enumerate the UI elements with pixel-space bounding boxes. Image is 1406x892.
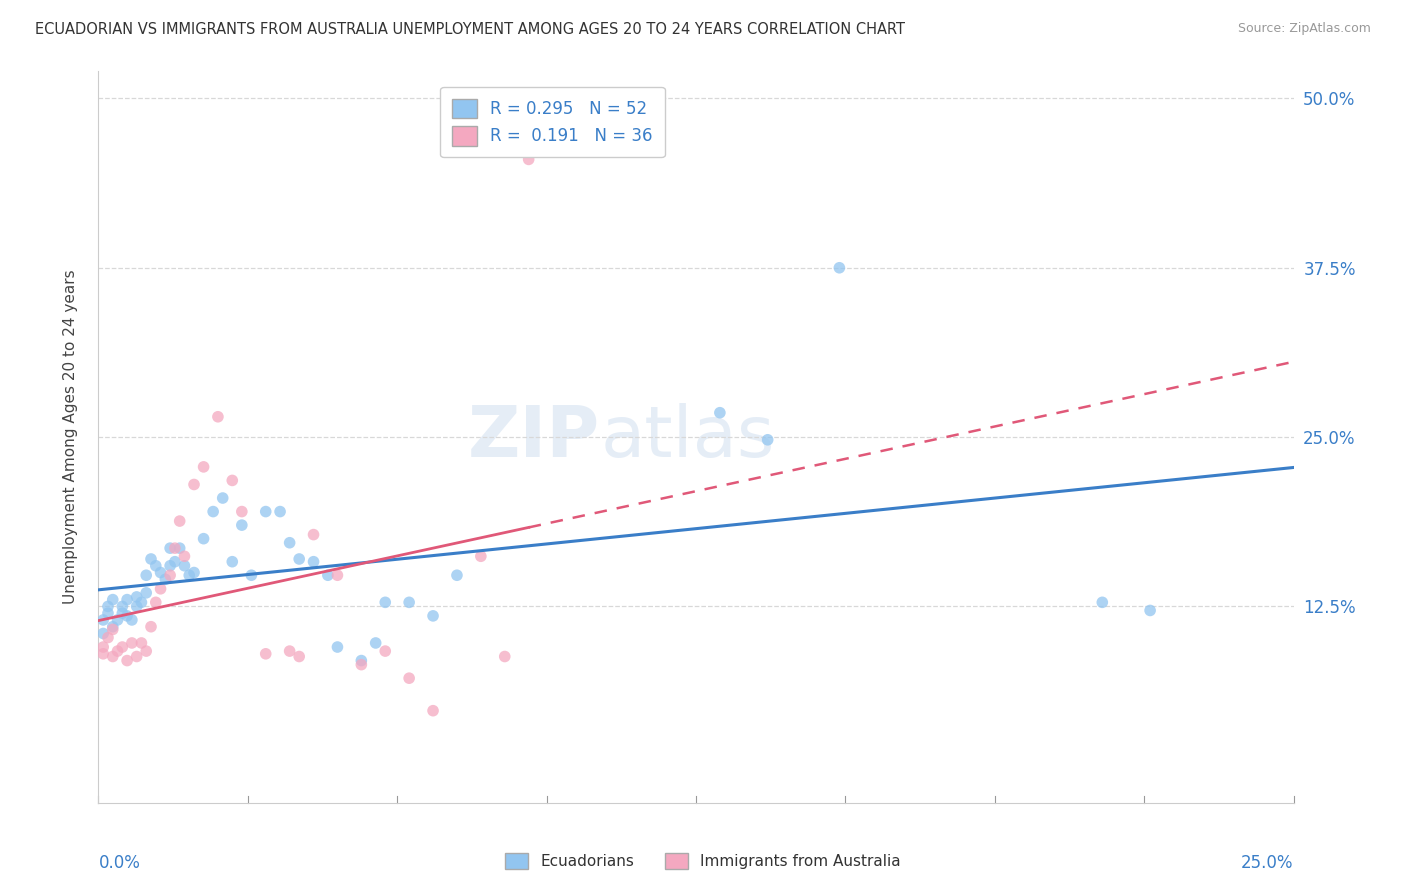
Point — [91, 647, 114, 661]
Point — [202, 505, 225, 519]
Point — [326, 568, 349, 582]
Point — [254, 647, 277, 661]
Point — [101, 620, 124, 634]
Point — [517, 153, 540, 167]
Point — [91, 626, 114, 640]
Point — [159, 568, 181, 582]
Point — [135, 568, 157, 582]
Point — [231, 518, 253, 533]
Point — [125, 599, 148, 614]
Point — [211, 491, 233, 505]
Point — [107, 613, 129, 627]
Y-axis label: Unemployment Among Ages 20 to 24 years: Unemployment Among Ages 20 to 24 years — [63, 269, 77, 605]
Point — [149, 582, 172, 596]
Point — [422, 704, 444, 718]
Point — [101, 649, 124, 664]
Point — [422, 608, 444, 623]
Text: Source: ZipAtlas.com: Source: ZipAtlas.com — [1237, 22, 1371, 36]
Point — [254, 505, 277, 519]
Point — [278, 535, 301, 549]
Point — [756, 433, 779, 447]
Point — [326, 640, 349, 654]
Point — [111, 606, 134, 620]
Point — [350, 657, 373, 672]
Point — [494, 649, 516, 664]
Point — [288, 649, 311, 664]
Point — [183, 477, 205, 491]
Point — [207, 409, 229, 424]
Point — [125, 649, 148, 664]
Text: ECUADORIAN VS IMMIGRANTS FROM AUSTRALIA UNEMPLOYMENT AMONG AGES 20 TO 24 YEARS C: ECUADORIAN VS IMMIGRANTS FROM AUSTRALIA … — [35, 22, 905, 37]
Point — [163, 555, 186, 569]
Point — [1139, 603, 1161, 617]
Point — [374, 644, 396, 658]
Point — [173, 549, 195, 564]
Point — [135, 586, 157, 600]
Point — [374, 595, 396, 609]
Point — [709, 406, 731, 420]
Point — [159, 541, 181, 556]
Point — [288, 552, 311, 566]
Point — [107, 644, 129, 658]
Point — [111, 599, 134, 614]
Point — [91, 613, 114, 627]
Point — [302, 527, 325, 541]
Point — [231, 505, 253, 519]
Point — [159, 558, 181, 573]
Point — [364, 636, 387, 650]
Point — [155, 572, 177, 586]
Point — [398, 671, 420, 685]
Point — [97, 631, 120, 645]
Point — [163, 541, 186, 556]
Point — [145, 558, 167, 573]
Point — [97, 599, 120, 614]
Point — [240, 568, 263, 582]
Point — [828, 260, 851, 275]
Point — [169, 514, 191, 528]
Point — [221, 555, 243, 569]
Point — [139, 552, 162, 566]
Point — [131, 636, 153, 650]
Point — [1091, 595, 1114, 609]
Legend: R = 0.295   N = 52, R =  0.191   N = 36: R = 0.295 N = 52, R = 0.191 N = 36 — [440, 87, 665, 157]
Point — [101, 592, 124, 607]
Point — [446, 568, 468, 582]
Point — [183, 566, 205, 580]
Point — [302, 555, 325, 569]
Point — [193, 459, 215, 474]
Point — [169, 541, 191, 556]
Point — [101, 623, 124, 637]
Point — [193, 532, 215, 546]
Point — [115, 608, 138, 623]
Point — [179, 568, 201, 582]
Point — [139, 620, 162, 634]
Point — [470, 549, 492, 564]
Point — [111, 640, 134, 654]
Point — [145, 595, 167, 609]
Point — [149, 566, 172, 580]
Point — [115, 654, 138, 668]
Point — [121, 636, 143, 650]
Text: 25.0%: 25.0% — [1241, 854, 1294, 872]
Point — [135, 644, 157, 658]
Point — [115, 592, 138, 607]
Point — [269, 505, 291, 519]
Point — [121, 613, 143, 627]
Text: ZIP: ZIP — [468, 402, 600, 472]
Point — [173, 558, 195, 573]
Point — [131, 595, 153, 609]
Point — [278, 644, 301, 658]
Point — [316, 568, 339, 582]
Point — [125, 590, 148, 604]
Point — [97, 606, 120, 620]
Point — [221, 474, 243, 488]
Text: 0.0%: 0.0% — [98, 854, 141, 872]
Legend: Ecuadorians, Immigrants from Australia: Ecuadorians, Immigrants from Australia — [499, 847, 907, 875]
Point — [398, 595, 420, 609]
Point — [350, 654, 373, 668]
Text: atlas: atlas — [600, 402, 775, 472]
Point — [91, 640, 114, 654]
